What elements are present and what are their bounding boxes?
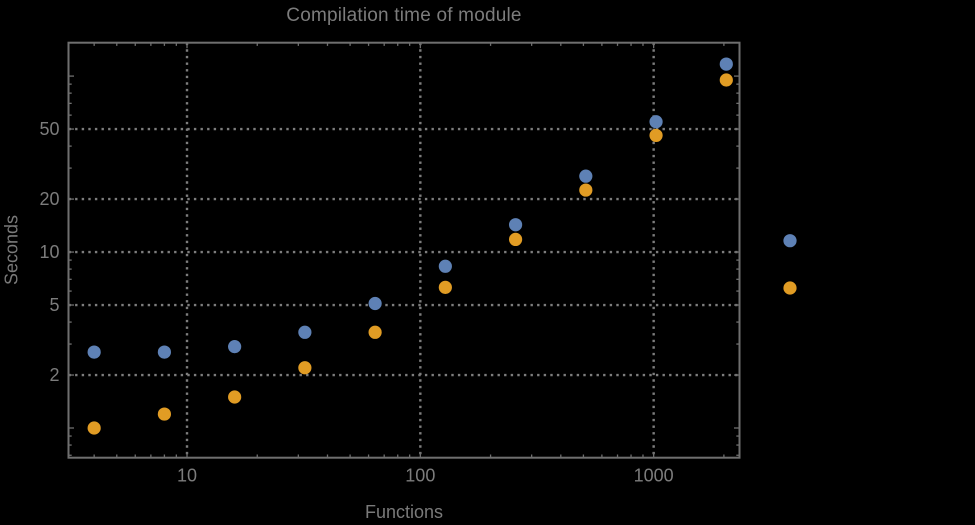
data-point <box>719 73 733 87</box>
data-point <box>579 183 593 197</box>
y-tick-label: 2 <box>49 365 59 385</box>
x-tick-label: 10 <box>177 466 197 486</box>
y-tick-label: 50 <box>39 119 59 139</box>
data-point <box>228 340 242 354</box>
data-point <box>649 115 663 129</box>
data-point <box>368 325 382 339</box>
legend-series-2-marker <box>783 281 797 295</box>
data-point <box>579 169 593 183</box>
data-point <box>508 232 523 246</box>
data-point <box>157 345 172 359</box>
data-point <box>157 407 172 421</box>
legend-series-1-marker <box>783 234 797 248</box>
data-point <box>438 280 452 294</box>
data-point <box>508 218 523 232</box>
y-tick-label: 10 <box>39 242 59 262</box>
y-axis-label: Seconds <box>1 214 22 286</box>
chart-title: Compilation time of module <box>286 5 522 26</box>
y-tick-label: 20 <box>39 189 59 209</box>
data-point <box>87 345 101 359</box>
data-point <box>649 128 663 143</box>
x-axis-label: Functions <box>364 502 444 522</box>
data-point <box>298 325 312 339</box>
data-point <box>228 390 242 404</box>
plot-frame <box>67 41 741 459</box>
data-point <box>438 259 452 273</box>
data-point <box>87 421 101 435</box>
y-tick-label: 5 <box>49 295 59 315</box>
data-point <box>368 296 382 311</box>
data-point <box>719 57 733 71</box>
x-tick-label: 1000 <box>634 466 674 486</box>
data-point <box>298 361 312 375</box>
x-tick-label: 100 <box>405 466 435 486</box>
